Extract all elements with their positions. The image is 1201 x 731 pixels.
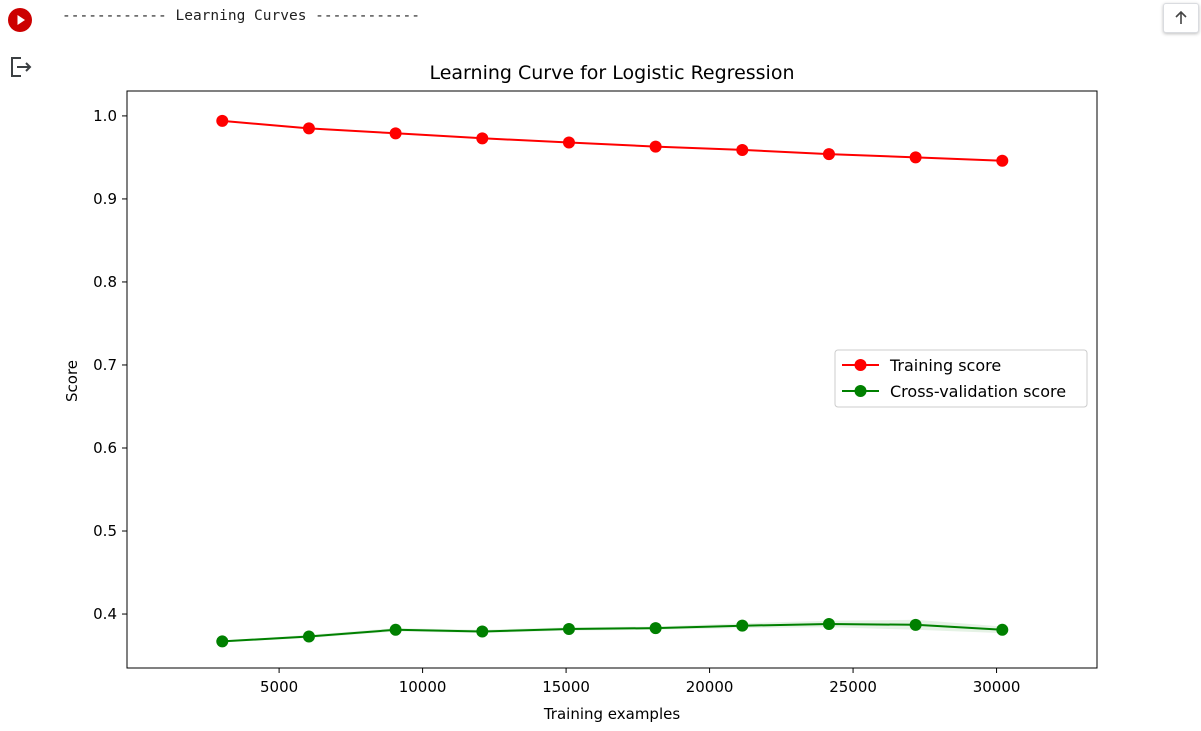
x-tick-label: 15000 <box>542 678 590 696</box>
output-redirect-icon <box>11 57 32 77</box>
x-tick-label: 20000 <box>686 678 734 696</box>
output-redirect-button[interactable] <box>8 54 34 80</box>
series-0-point <box>822 148 835 161</box>
series-1-point <box>822 617 835 630</box>
scroll-to-top-button[interactable] <box>1163 3 1199 33</box>
y-tick-label: 0.8 <box>93 273 117 291</box>
legend-swatch-marker <box>854 385 867 397</box>
series-1-point <box>736 619 749 632</box>
series-1-point <box>562 622 575 635</box>
series-1-point <box>302 630 315 643</box>
y-tick-label: 0.6 <box>93 439 117 457</box>
series-0-point <box>736 143 749 156</box>
legend-swatch-marker <box>854 359 867 371</box>
legend-box <box>834 349 1088 408</box>
series-1-point <box>649 622 662 635</box>
series-0-point <box>302 122 315 135</box>
series-1-point <box>996 623 1009 636</box>
x-axis-label: Training examples <box>543 705 681 723</box>
series-1-point <box>389 623 402 636</box>
series-1-band <box>222 619 1003 643</box>
series-0-point <box>389 127 402 140</box>
play-icon <box>17 15 25 25</box>
series-1-point <box>216 635 229 648</box>
series-0-band <box>222 120 1003 162</box>
y-tick-label: 0.7 <box>93 356 117 374</box>
series-0-point <box>909 151 922 164</box>
chart-title: Learning Curve for Logistic Regression <box>429 62 794 84</box>
series-0-point <box>562 136 575 149</box>
series-1-point <box>476 625 489 638</box>
cell-output-text: ------------ Learning Curves -----------… <box>62 8 420 24</box>
y-tick-label: 0.9 <box>93 190 117 208</box>
y-tick-label: 1.0 <box>93 107 117 125</box>
x-tick-label: 30000 <box>973 678 1021 696</box>
chart-legend: Training score Cross-validation score <box>834 349 1088 408</box>
x-tick-label: 10000 <box>399 678 447 696</box>
plot-frame <box>126 90 1098 669</box>
series-0-point <box>216 114 229 127</box>
arrow-up-icon <box>1175 10 1187 24</box>
series-0-point <box>996 154 1009 167</box>
y-axis-label: Score <box>63 360 81 402</box>
x-tick-label: 25000 <box>829 678 877 696</box>
x-tick-label: 5000 <box>260 678 298 696</box>
series-1-point <box>909 618 922 631</box>
series-0-point <box>476 132 489 145</box>
run-cell-button[interactable] <box>8 8 32 32</box>
y-tick-label: 0.4 <box>93 605 117 623</box>
series-0-point <box>649 140 662 153</box>
legend-label: Training score <box>889 356 1001 375</box>
series-0-line <box>222 119 1003 162</box>
legend-label: Cross-validation score <box>890 382 1066 401</box>
series-1-line <box>222 622 1003 643</box>
y-tick-label: 0.5 <box>93 522 117 540</box>
